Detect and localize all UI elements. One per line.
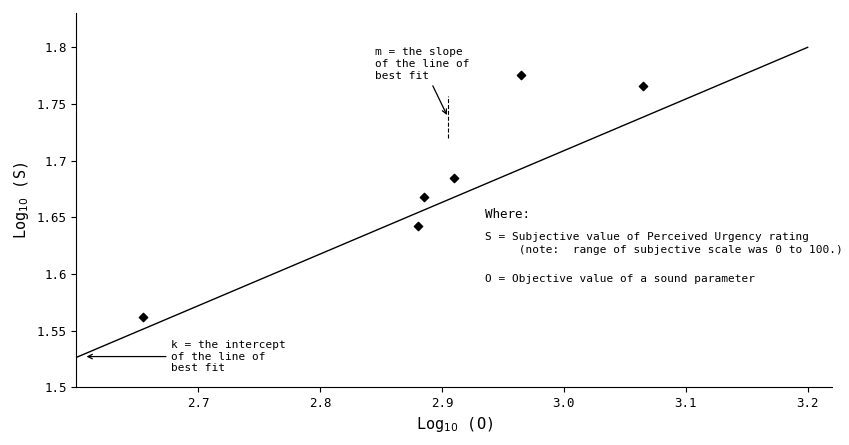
Point (636, 82, 649, 89)
Text: m = the slope
of the line of
best fit: m = the slope of the line of best fit (375, 47, 469, 114)
Point (411, 223, 424, 230)
Text: O = Objective value of a sound parameter: O = Objective value of a sound parameter (485, 274, 755, 284)
X-axis label: Log$_{10}$ (O): Log$_{10}$ (O) (416, 416, 492, 434)
Text: Where:: Where: (485, 208, 530, 221)
Point (417, 193, 430, 200)
Text: S = Subjective value of Perceived Urgency rating
     (note:  range of subjectiv: S = Subjective value of Perceived Urgenc… (485, 232, 842, 255)
Point (447, 174, 461, 181)
Text: k = the intercept
of the line of
best fit: k = the intercept of the line of best fi… (88, 340, 286, 373)
Point (137, 313, 150, 320)
Y-axis label: Log$_{10}$ (S): Log$_{10}$ (S) (12, 162, 31, 239)
Point (514, 71, 528, 78)
